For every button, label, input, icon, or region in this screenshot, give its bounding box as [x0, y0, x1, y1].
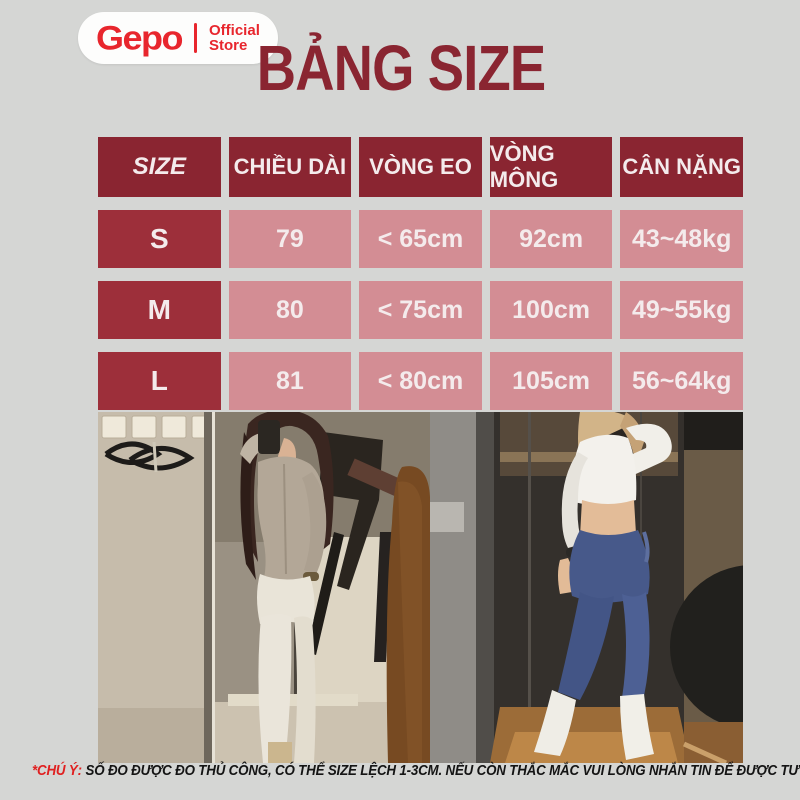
column-header-vong-eo: VÒNG EO	[359, 137, 482, 197]
footnote-prefix: *CHÚ Ý:	[32, 763, 82, 779]
row-m-vong-eo: < 75cm	[359, 281, 482, 339]
row-m-size: M	[98, 281, 221, 339]
row-s-size: S	[98, 210, 221, 268]
store-label-line2: Store	[209, 37, 248, 54]
row-l-vong-eo: < 80cm	[359, 352, 482, 410]
store-label-line1: Official	[209, 21, 260, 39]
row-l-chieu-dai: 81	[228, 352, 352, 410]
page-title: BẢNG SIZE	[256, 32, 546, 104]
column-header-vong-mong: VÒNG MÔNG	[489, 137, 613, 197]
model-photos	[98, 412, 743, 763]
right-model-photo	[430, 412, 743, 763]
row-l-vong-mong: 105cm	[489, 352, 613, 410]
column-header-can-nang: CÂN NẶNG	[620, 137, 743, 197]
row-l-size: L	[98, 352, 221, 410]
row-l-can-nang: 56~64kg	[620, 352, 743, 410]
row-m-can-nang: 49~55kg	[620, 281, 743, 339]
logo-divider	[194, 23, 198, 53]
row-m-vong-mong: 100cm	[489, 281, 613, 339]
row-s-vong-mong: 92cm	[489, 210, 613, 268]
size-table: SIZE CHIỀU DÀI VÒNG EO VÒNG MÔNG CÂN NẶN…	[98, 137, 743, 410]
brand-name: Gepo	[96, 18, 184, 57]
row-s-chieu-dai: 79	[228, 210, 352, 268]
row-s-can-nang: 43~48kg	[620, 210, 743, 268]
column-header-chieu-dai: CHIỀU DÀI	[228, 137, 352, 197]
column-header-size: SIZE	[98, 137, 221, 197]
store-logo: Gepo Official Store	[78, 12, 278, 64]
left-model-photo	[98, 412, 430, 763]
store-label: Official Store	[209, 21, 260, 54]
row-s-vong-eo: < 65cm	[359, 210, 482, 268]
footnote-text: SỐ ĐO ĐƯỢC ĐO THỦ CÔNG, CÓ THỂ SIZE LỆCH…	[85, 763, 800, 779]
row-m-chieu-dai: 80	[228, 281, 352, 339]
footnote: *CHÚ Ý: SỐ ĐO ĐƯỢC ĐO THỦ CÔNG, CÓ THỂ SI…	[32, 763, 800, 779]
